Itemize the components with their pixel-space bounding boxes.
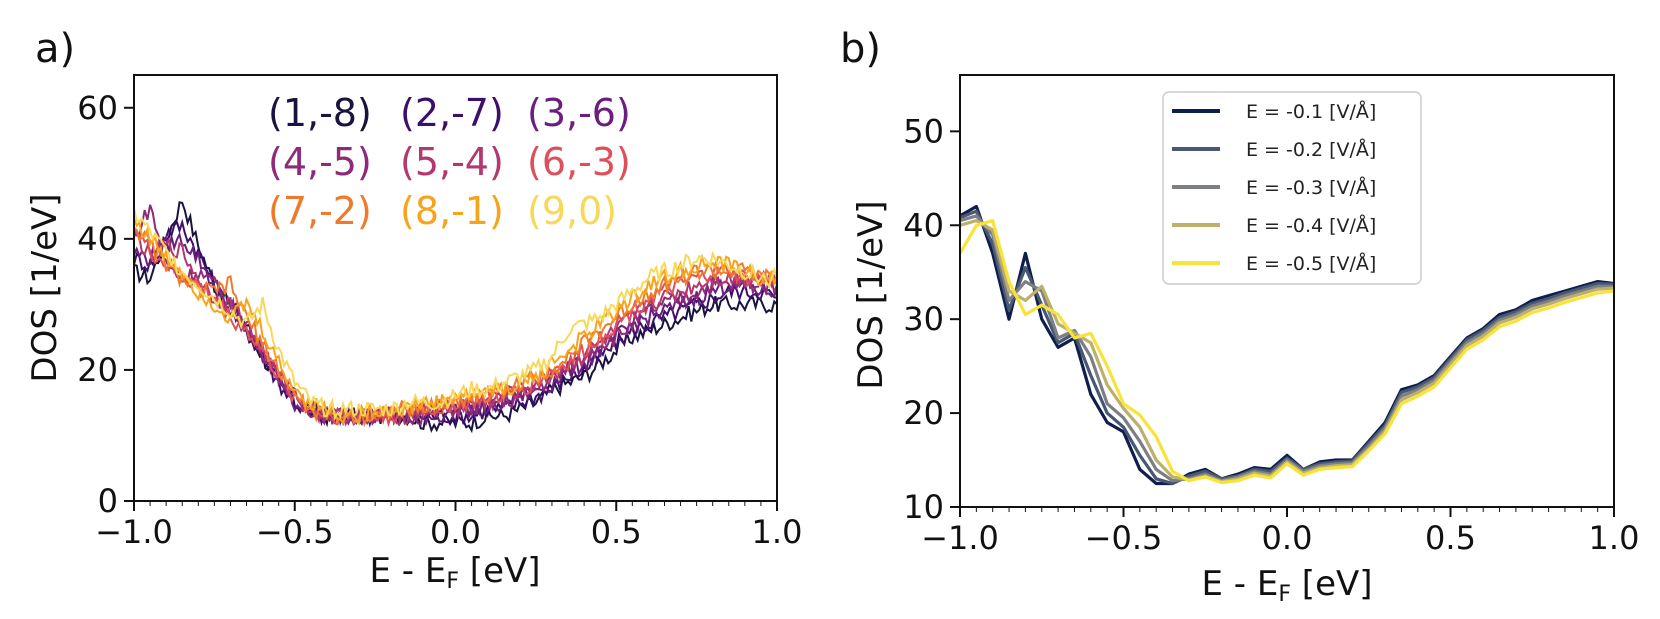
panel-a-x-tick-label: −1.0 xyxy=(95,513,173,551)
panel-a-x-axis-label: E - EF [eV] xyxy=(369,551,540,594)
panel-a-label: a) xyxy=(35,26,75,72)
panel-a-legend-entry: (7,-2) xyxy=(268,189,372,233)
panel-b-legend-entry: E = -0.2 [V/Å] xyxy=(1246,138,1376,161)
panel-b-legend-box xyxy=(1162,91,1422,285)
panel-a-y-tick-label: 60 xyxy=(77,89,118,127)
panel-b-y-tick-label: 30 xyxy=(903,300,944,338)
panel-b-legend: E = -0.1 [V/Å] E = -0.2 [V/Å] E = -0.3 [V/… xyxy=(1162,91,1422,285)
panel-a-x-tick-label: −0.5 xyxy=(256,513,334,551)
panel-a-y-tick-label: 40 xyxy=(77,220,118,258)
panel-b-y-ticks: 10 20 30 40 50 xyxy=(903,112,960,526)
panel-a-y-tick-label: 20 xyxy=(77,351,118,389)
panel-b-x-axis-label: E - EF [eV] xyxy=(1201,564,1372,607)
panel-b-series-line xyxy=(960,219,1614,485)
panel-a-legend-entry: (5,-4) xyxy=(400,140,504,184)
panel-b-series-lines xyxy=(960,204,1614,486)
panel-b-x-tick-label: −1.0 xyxy=(921,519,999,557)
panel-b-y-tick-label: 40 xyxy=(903,206,944,244)
panel-b-legend-entry: E = -0.4 [V/Å] xyxy=(1246,214,1376,237)
panel-a-legend: (1,-8) (2,-7) (3,-6) (4,-5) (5,-4) (6,-3) (7,-… xyxy=(268,91,631,233)
panel-a-y-axis-label: DOS [1/eV] xyxy=(25,193,65,382)
panel-a-legend-entry: (6,-3) xyxy=(527,140,631,184)
panel-a-x-tick-label: 0.0 xyxy=(430,513,481,551)
panel-a-legend-entry: (2,-7) xyxy=(400,91,504,135)
panel-a-legend-entry: (4,-5) xyxy=(268,140,372,184)
panel-a-y-ticks: 0 20 40 60 xyxy=(77,89,134,520)
panel-a-legend-entry: (9,0) xyxy=(527,189,617,233)
panel-a-legend-entry: (3,-6) xyxy=(527,91,631,135)
panel-b-legend-entry: E = -0.5 [V/Å] xyxy=(1246,252,1376,275)
panel-b-x-tick-label: −0.5 xyxy=(1085,519,1163,557)
panel-b-x-tick-label: 0.5 xyxy=(1425,519,1476,557)
panel-a-x-tick-label: 0.5 xyxy=(591,513,642,551)
panel-a-series-line xyxy=(134,207,777,421)
panel-b-x-ticks: −1.0 −0.5 0.0 0.5 1.0 xyxy=(921,507,1639,557)
panel-a-series-line xyxy=(134,218,777,426)
panel-b-x-tick-label: 0.0 xyxy=(1262,519,1313,557)
panel-a-x-ticks: −1.0 −0.5 0.0 0.5 1.0 xyxy=(95,501,802,551)
panel-b-series-line xyxy=(960,204,1614,486)
panel-a-frame xyxy=(133,74,778,502)
panel-b-label: b) xyxy=(840,26,881,72)
panel-b-x-tick-label: 1.0 xyxy=(1589,519,1640,557)
panel-b-y-tick-label: 20 xyxy=(903,394,944,432)
panel-a-x-tick-label: 1.0 xyxy=(752,513,803,551)
panel-a-y-tick-label: 0 xyxy=(98,482,118,520)
panel-a-series-lines xyxy=(134,201,777,434)
panel-b-y-tick-label: 10 xyxy=(903,488,944,526)
panel-a-legend-entry: (8,-1) xyxy=(400,189,504,233)
panel-b-series-line xyxy=(960,209,1614,486)
panel-b-legend-entry: E = -0.1 [V/Å] xyxy=(1246,100,1376,123)
panel-a-series-line xyxy=(134,226,777,427)
panel-b-y-axis-label: DOS [1/eV] xyxy=(851,200,891,389)
panel-b-legend-entry: E = -0.3 [V/Å] xyxy=(1246,176,1376,199)
panel-b-y-tick-label: 50 xyxy=(903,112,944,150)
panel-b: b) −1.0 −0.5 0.0 0.5 1.0 10 20 30 40 50 E - EF [… xyxy=(840,26,1639,607)
panel-a-legend-entry: (1,-8) xyxy=(268,91,372,135)
panel-a: a) −1.0 −0.5 0.0 0.5 1.0 0 20 40 60 E - EF [eV]… xyxy=(25,26,802,594)
